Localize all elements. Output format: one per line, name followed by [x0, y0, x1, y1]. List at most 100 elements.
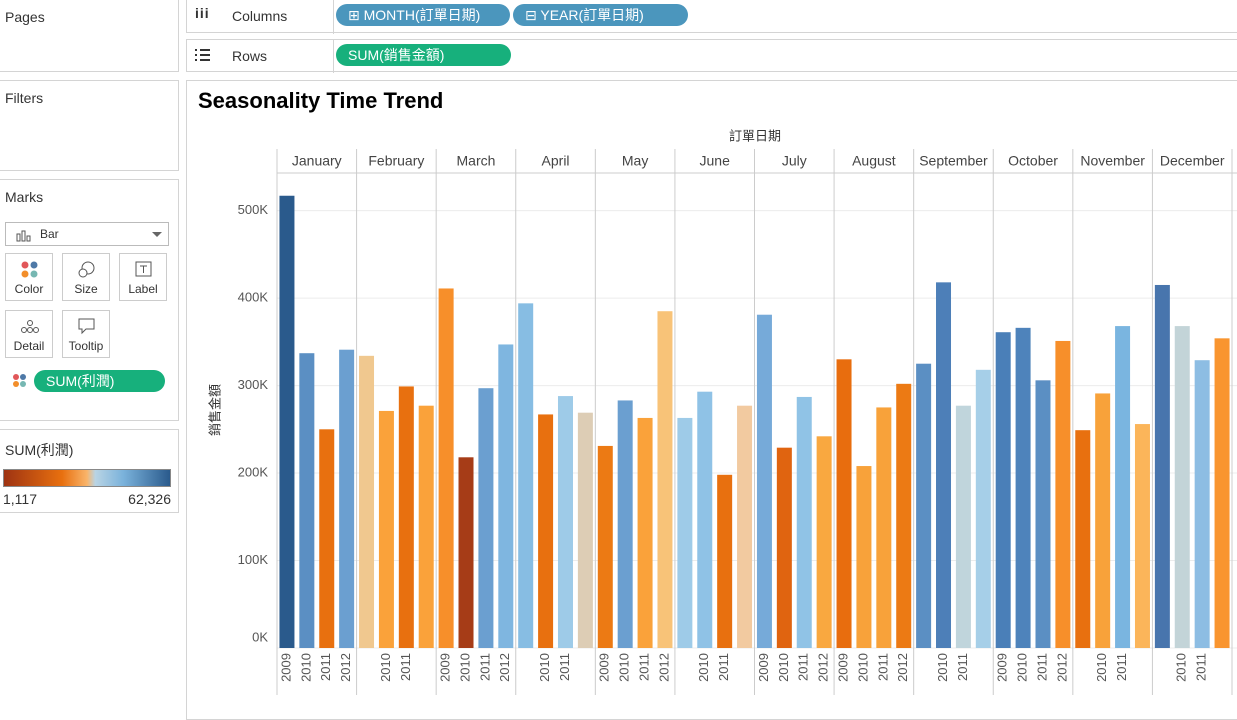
x-tick-label: 2011	[716, 653, 731, 681]
legend-max: 62,326	[128, 491, 171, 507]
marks-title: Marks	[5, 189, 44, 205]
bar	[876, 407, 892, 648]
x-tick-label: 2010	[1015, 653, 1030, 682]
bar	[518, 303, 534, 648]
x-tick-label: 2010	[457, 653, 472, 682]
bar	[916, 363, 932, 648]
bar	[776, 447, 792, 648]
y-tick-label: 100K	[238, 552, 269, 567]
bar	[1154, 284, 1170, 648]
x-tick-label: 2012	[656, 653, 671, 682]
detail-button[interactable]: Detail	[5, 310, 53, 358]
column-pill[interactable]: ⊞ MONTH(訂單日期)	[336, 4, 510, 26]
size-icon	[78, 261, 95, 278]
chart: Seasonality Time Trend 訂單日期 銷售金額 0K 100K 2…	[198, 88, 1237, 695]
month-header: December	[1160, 153, 1225, 169]
x-tick-label: 2009	[835, 653, 850, 682]
x-tick-label: 2011	[796, 653, 811, 681]
pages-card: Pages	[0, 0, 179, 72]
bar	[1095, 393, 1111, 648]
marks-pill[interactable]: SUM(利潤)	[34, 370, 165, 392]
bar	[438, 288, 454, 648]
label-button[interactable]: Label	[119, 253, 167, 301]
columns-label: Columns	[232, 8, 288, 24]
bar	[617, 400, 633, 648]
bar	[677, 417, 693, 648]
chart-body: Seasonality Time Trend 訂單日期 銷售金額 0K 100K 2…	[198, 88, 1237, 695]
mark-type: Bar	[40, 227, 59, 241]
bar	[1194, 360, 1210, 648]
bar	[657, 311, 673, 648]
filters-card[interactable]: Filters	[0, 80, 179, 171]
x-tick-label: 2011	[1114, 653, 1129, 681]
row-pill[interactable]: SUM(銷售金額)	[336, 44, 511, 66]
month-header: June	[700, 153, 731, 169]
bar	[637, 417, 653, 648]
size-button[interactable]: Size	[62, 253, 110, 301]
x-tick-label: 2009	[756, 653, 771, 682]
month-header: November	[1080, 153, 1145, 169]
tooltip-button[interactable]: Tooltip	[62, 310, 110, 358]
bar	[896, 383, 912, 648]
x-tick-label: 2010	[776, 653, 791, 682]
x-tick-label: 2009	[597, 653, 612, 682]
month-header: October	[1008, 153, 1058, 169]
y-tick-label: 400K	[238, 290, 269, 305]
x-tick-label: 2011	[318, 653, 333, 681]
bar	[816, 436, 832, 648]
x-tick-label: 2010	[1174, 653, 1189, 682]
bar	[1214, 338, 1230, 648]
x-tick-label: 2011	[955, 653, 970, 681]
bar	[796, 396, 812, 648]
bar	[498, 344, 514, 648]
x-tick-label: 2012	[1054, 653, 1069, 682]
detail-icon	[21, 320, 39, 333]
bar	[936, 282, 952, 648]
bar	[458, 457, 474, 648]
legend-title: SUM(利潤)	[5, 442, 74, 458]
filters-title: Filters	[5, 90, 44, 106]
x-tick-label: 2011	[398, 653, 413, 681]
x-tick-label: 2012	[338, 653, 353, 682]
month-header: September	[919, 153, 988, 169]
button-label: Size	[74, 282, 98, 296]
month-header: January	[292, 153, 342, 169]
bar	[1115, 326, 1131, 648]
pill-text: MONTH(訂單日期)	[363, 7, 481, 23]
month-header: April	[542, 153, 570, 169]
bar	[1055, 340, 1071, 648]
bar	[955, 405, 971, 648]
columns-icon: iii	[195, 5, 210, 21]
button-label: Label	[128, 282, 158, 296]
color-pill-icon	[13, 374, 26, 387]
button-label: Tooltip	[68, 339, 104, 353]
x-tick-label: 2011	[477, 653, 492, 681]
color-button[interactable]: Color	[5, 253, 53, 301]
bar	[359, 355, 375, 648]
pages-title: Pages	[5, 9, 45, 25]
month-header: February	[368, 153, 424, 169]
column-pill[interactable]: ⊟ YEAR(訂單日期)	[513, 4, 688, 26]
shelf-divider	[333, 40, 334, 73]
month-header: July	[782, 153, 807, 169]
x-tick-label: 2012	[895, 653, 910, 682]
bar	[478, 388, 494, 648]
bar	[279, 195, 295, 648]
mark-type-dropdown[interactable]: Bar	[5, 222, 169, 246]
bar	[319, 429, 335, 648]
bar	[418, 405, 434, 648]
y-tick-label: 200K	[238, 464, 269, 479]
x-tick-label: 2010	[855, 653, 870, 682]
x-tick-label: 2011	[1034, 653, 1049, 681]
x-axis-title: 訂單日期	[729, 128, 781, 143]
bar	[697, 391, 713, 648]
x-tick-label: 2012	[497, 653, 512, 682]
x-tick-label: 2010	[617, 653, 632, 682]
color-icon	[21, 261, 38, 278]
bar	[398, 386, 414, 648]
x-tick-label: 2009	[995, 653, 1010, 682]
rows-icon	[195, 49, 210, 61]
bar	[577, 412, 593, 648]
bar	[339, 349, 355, 648]
